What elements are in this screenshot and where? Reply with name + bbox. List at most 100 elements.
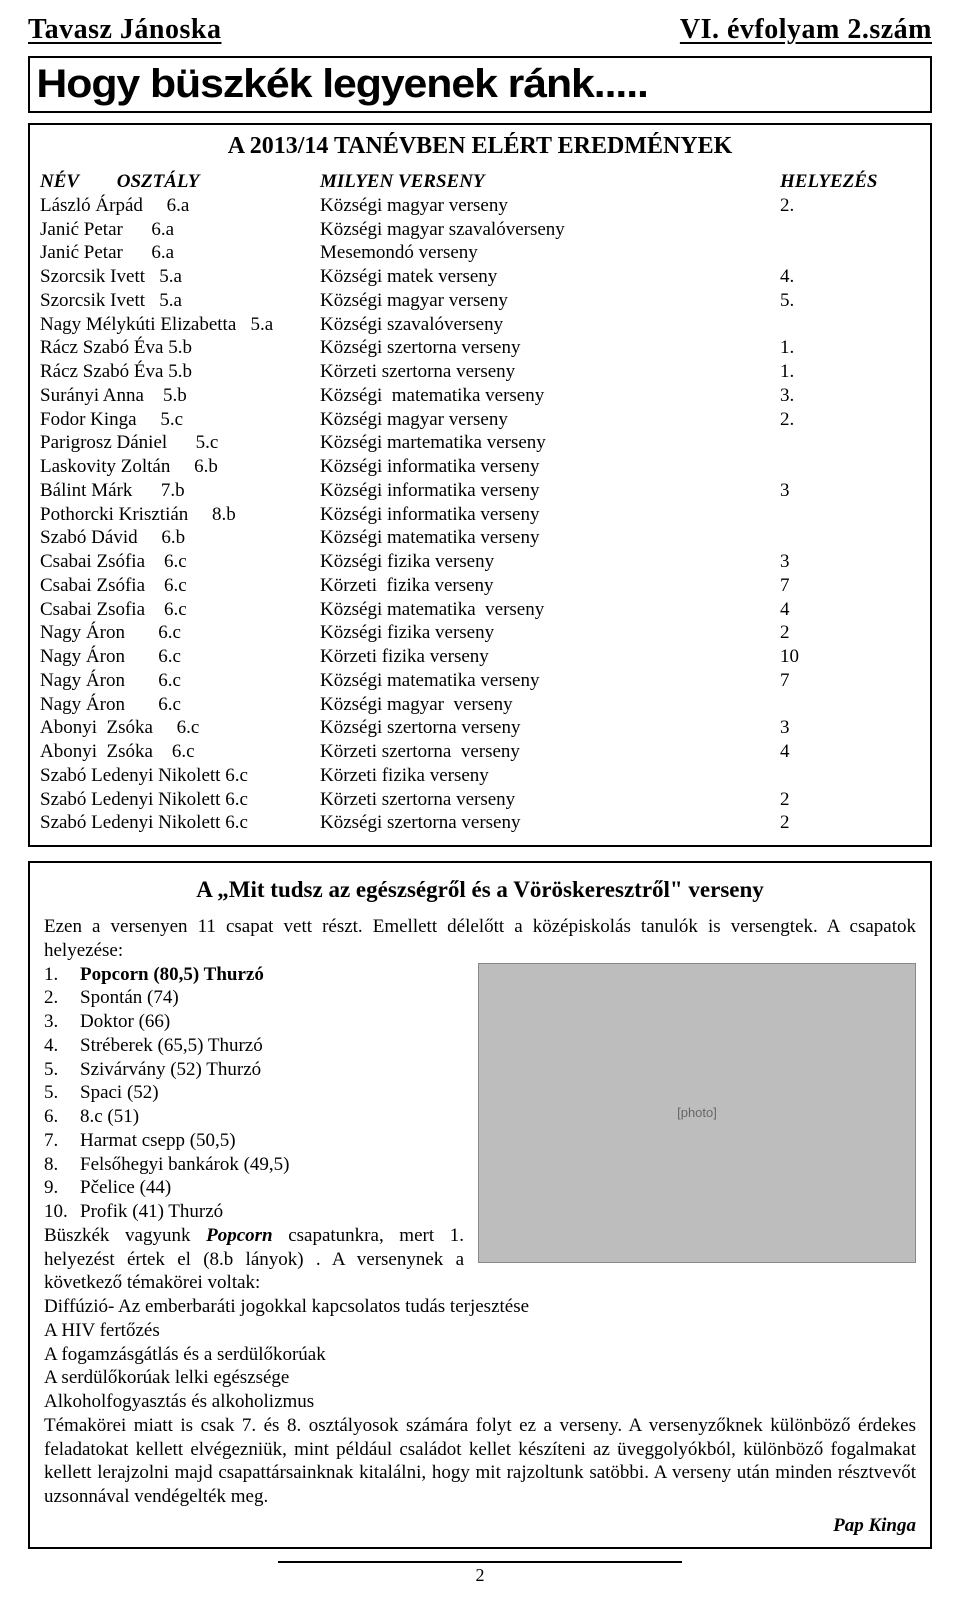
cell-place [780,455,920,479]
results-row: Szabó Ledenyi Nikolett 6.cKörzeti fizika… [40,764,920,788]
cell-name-class: Nagy Áron 6.c [40,621,320,645]
cell-competition: Községi magyar szavalóverseny [320,218,780,242]
team-row: 9.Pčelice (44) [44,1176,464,1200]
results-title: A 2013/14 TANÉVBEN ELÉRT EREDMÉNYEK [40,133,920,160]
topic-line: A serdülőkorúak lelki egészsége [44,1366,916,1390]
publication-title: Tavasz Jánoska [28,14,221,46]
cell-competition: Községi szertorna verseny [320,811,780,835]
cell-competition: Községi informatika verseny [320,455,780,479]
team-row: 5.Spaci (52) [44,1081,464,1105]
results-row: Abonyi Zsóka 6.cKözségi szertorna versen… [40,716,920,740]
cell-competition: Községi martematika verseny [320,431,780,455]
cell-place: 1. [780,360,920,384]
cell-competition: Községi fizika verseny [320,550,780,574]
team-row: 8.Felsőhegyi bankárok (49,5) [44,1153,464,1177]
results-row: László Árpád 6.aKözségi magyar verseny2. [40,194,920,218]
team-row: 4.Stréberek (65,5) Thurzó [44,1034,464,1058]
cell-place: 10 [780,645,920,669]
team-row: 10.Profik (41) Thurzó [44,1200,464,1224]
banner-headline: Hogy büszkék legyenek ránk..... [30,62,960,107]
cell-name-class: Csabai Zsófia 6.c [40,550,320,574]
group-photo: [photo] [478,963,916,1263]
results-row: Janić Petar 6.aMesemondó verseny [40,241,920,265]
team-rank: 2. [44,986,80,1010]
cell-place [780,241,920,265]
results-row: Fodor Kinga 5.cKözségi magyar verseny2. [40,408,920,432]
cell-name-class: Csabai Zsofia 6.c [40,598,320,622]
cell-competition: Községi fizika verseny [320,621,780,645]
cell-competition: Községi szertorna verseny [320,716,780,740]
cell-name-class: Szabó Ledenyi Nikolett 6.c [40,788,320,812]
page: Tavasz Jánoska VI. évfolyam 2.szám Hogy … [0,0,960,1606]
results-row: Bálint Márk 7.bKözségi informatika verse… [40,479,920,503]
contest-closing: Témakörei miatt is csak 7. és 8. osztály… [44,1414,916,1509]
cell-competition: Körzeti fizika verseny [320,645,780,669]
cell-competition: Mesemondó verseny [320,241,780,265]
team-row: 2.Spontán (74) [44,986,464,1010]
teams-list: 1.Popcorn (80,5) Thurzó2.Spontán (74)3.D… [44,963,464,1296]
team-name: Doktor (66) [80,1010,170,1034]
page-number: 2 [278,1561,682,1586]
results-row: Csabai Zsófia 6.cKörzeti fizika verseny7 [40,574,920,598]
cell-competition: Községi magyar verseny [320,693,780,717]
cell-competition: Községi szavalóverseny [320,313,780,337]
results-row: Laskovity Zoltán 6.bKözségi informatika … [40,455,920,479]
cell-place: 2. [780,194,920,218]
cell-place: 4 [780,598,920,622]
cell-name-class: Nagy Áron 6.c [40,693,320,717]
col-head-place: HELYEZÉS [780,170,920,194]
results-row: Nagy Mélykúti Elizabetta 5.aKözségi szav… [40,313,920,337]
results-row: Janić Petar 6.aKözségi magyar szavalóver… [40,218,920,242]
cell-competition: Községi magyar verseny [320,194,780,218]
cell-place [780,503,920,527]
cell-name-class: Fodor Kinga 5.c [40,408,320,432]
team-row: 6.8.c (51) [44,1105,464,1129]
cell-place: 2 [780,811,920,835]
contest-box: A „Mit tudsz az egészségről és a Vöröske… [28,861,932,1549]
cell-competition: Községi matematika verseny [320,384,780,408]
team-rank: 1. [44,963,80,987]
cell-competition: Községi matematika verseny [320,526,780,550]
cell-place: 3 [780,716,920,740]
cell-place [780,313,920,337]
cell-name-class: Bálint Márk 7.b [40,479,320,503]
cell-competition: Községi magyar verseny [320,408,780,432]
cell-place: 2. [780,408,920,432]
results-row: Rácz Szabó Éva 5.bKörzeti szertorna vers… [40,360,920,384]
contest-title: A „Mit tudsz az egészségről és a Vöröske… [44,877,916,903]
results-row: Abonyi Zsóka 6.cKörzeti szertorna versen… [40,740,920,764]
cell-competition: Körzeti szertorna verseny [320,788,780,812]
masthead: Tavasz Jánoska VI. évfolyam 2.szám [28,14,932,46]
cell-place: 7 [780,574,920,598]
cell-place [780,764,920,788]
cell-name-class: Janić Petar 6.a [40,241,320,265]
cell-name-class: Parigrosz Dániel 5.c [40,431,320,455]
cell-competition: Körzeti fizika verseny [320,574,780,598]
cell-place [780,218,920,242]
cell-competition: Körzeti szertorna verseny [320,740,780,764]
results-row: Nagy Áron 6.cKözségi fizika verseny2 [40,621,920,645]
results-row: Nagy Áron 6.cKörzeti fizika verseny10 [40,645,920,669]
team-rank: 5. [44,1058,80,1082]
issue-label: VI. évfolyam 2.szám [680,14,932,46]
cell-name-class: Szorcsik Ivett 5.a [40,265,320,289]
cell-place: 3 [780,550,920,574]
cell-name-class: Surányi Anna 5.b [40,384,320,408]
banner-box: Hogy büszkék legyenek ránk..... [28,56,932,113]
cell-name-class: Abonyi Zsóka 6.c [40,740,320,764]
results-body: László Árpád 6.aKözségi magyar verseny2.… [40,194,920,835]
cell-place [780,526,920,550]
results-row: Nagy Áron 6.cKözségi matematika verseny7 [40,669,920,693]
cell-name-class: Szabó Ledenyi Nikolett 6.c [40,811,320,835]
team-name: Felsőhegyi bankárok (49,5) [80,1153,289,1177]
teams-wrap: 1.Popcorn (80,5) Thurzó2.Spontán (74)3.D… [44,963,916,1296]
topic-line: A fogamzásgátlás és a serdülőkorúak [44,1343,916,1367]
cell-place: 4. [780,265,920,289]
team-name: Pčelice (44) [80,1176,171,1200]
team-name: Stréberek (65,5) Thurzó [80,1034,263,1058]
cell-place: 3. [780,384,920,408]
results-row: Csabai Zsofia 6.cKözségi matematika vers… [40,598,920,622]
cell-name-class: Janić Petar 6.a [40,218,320,242]
team-name: Spontán (74) [80,986,179,1010]
cell-place: 5. [780,289,920,313]
